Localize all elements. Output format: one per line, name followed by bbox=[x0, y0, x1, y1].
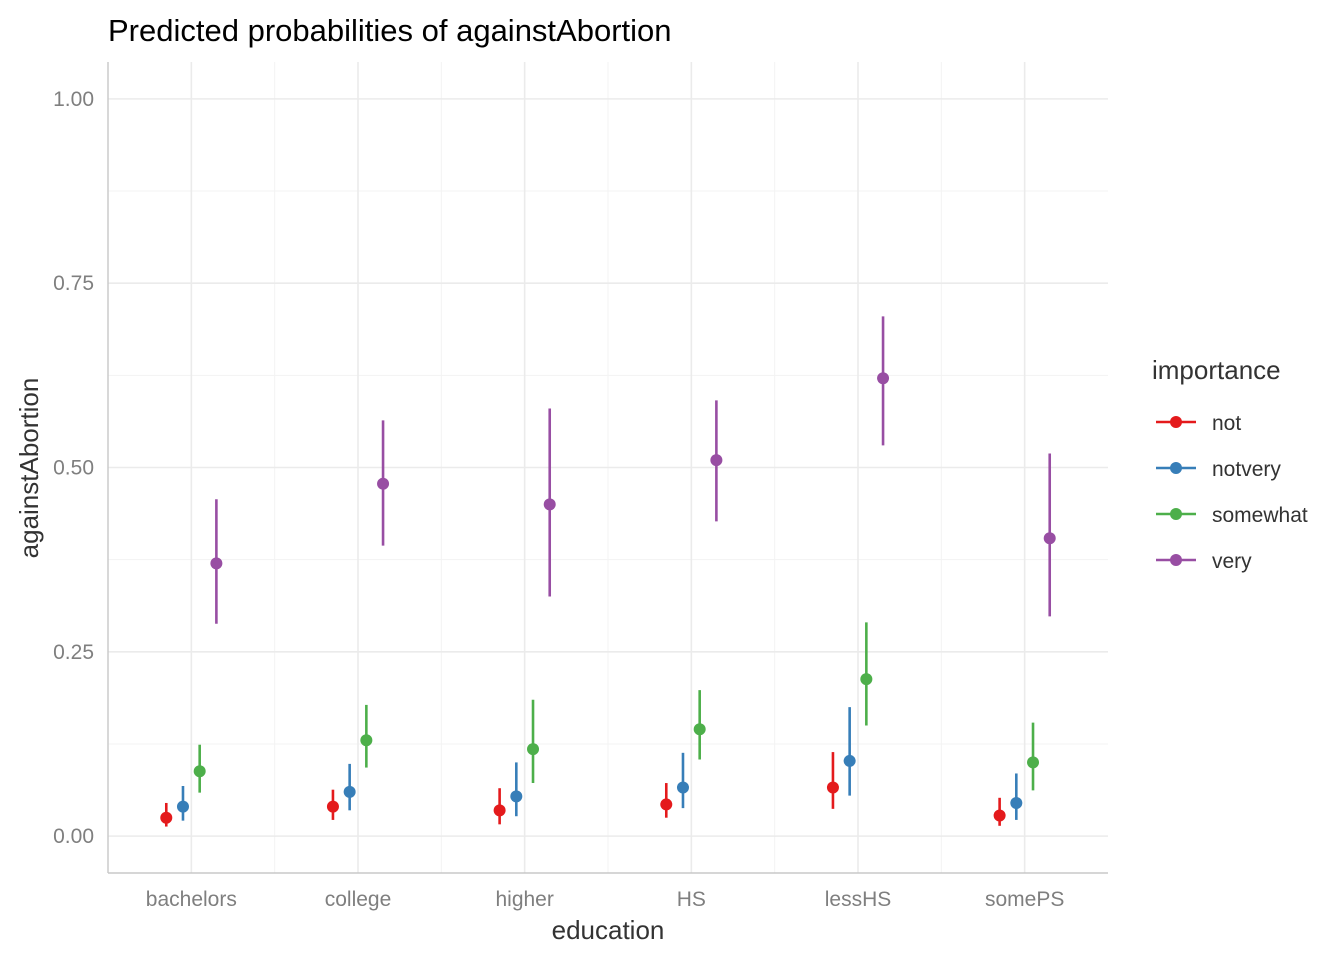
x-tick-label: HS bbox=[677, 888, 706, 911]
data-point bbox=[360, 734, 373, 747]
legend-item-notvery: notvery bbox=[1156, 458, 1281, 481]
data-point bbox=[493, 804, 506, 817]
data-point bbox=[193, 765, 206, 778]
data-point bbox=[877, 372, 890, 385]
data-point bbox=[693, 723, 706, 736]
data-point bbox=[676, 781, 689, 794]
marks-layer bbox=[160, 316, 1056, 827]
legend-label: notvery bbox=[1212, 458, 1281, 481]
data-point bbox=[843, 754, 856, 767]
y-axis-title: againstAbortion bbox=[14, 378, 44, 559]
legend-label: very bbox=[1212, 550, 1252, 573]
data-point bbox=[993, 809, 1006, 822]
y-tick-label: 0.50 bbox=[53, 457, 94, 480]
data-point bbox=[326, 800, 339, 813]
legend-item-somewhat: somewhat bbox=[1156, 504, 1308, 527]
y-tick-label: 0.00 bbox=[53, 825, 94, 848]
data-point bbox=[710, 454, 723, 467]
data-point bbox=[660, 798, 673, 811]
legend-label: somewhat bbox=[1212, 504, 1308, 527]
data-point bbox=[860, 673, 873, 686]
data-point bbox=[510, 790, 523, 803]
y-tick-label: 1.00 bbox=[53, 88, 94, 111]
data-point bbox=[160, 811, 173, 824]
data-point bbox=[1027, 756, 1040, 769]
legend-item-very: very bbox=[1156, 550, 1252, 573]
legend-label: not bbox=[1212, 412, 1241, 435]
data-point bbox=[176, 800, 189, 813]
legend-key-point bbox=[1170, 416, 1182, 428]
data-point bbox=[377, 477, 390, 490]
x-tick-label: somePS bbox=[985, 888, 1064, 911]
axis-layer: 0.00 0.25 0.50 0.75 1.00 bachelors college high… bbox=[53, 62, 1108, 911]
x-tick-label: college bbox=[325, 888, 392, 911]
y-tick-label: 0.75 bbox=[53, 272, 94, 295]
grid-layer bbox=[108, 62, 1108, 873]
x-tick-label: lessHS bbox=[825, 888, 892, 911]
data-point bbox=[527, 743, 540, 756]
legend: importance not notvery somewhat very bbox=[1152, 355, 1308, 573]
legend-title: importance bbox=[1152, 355, 1281, 385]
data-point bbox=[543, 498, 556, 511]
data-point bbox=[826, 781, 839, 794]
legend-key-point bbox=[1170, 508, 1182, 520]
data-point bbox=[210, 557, 223, 570]
data-point bbox=[1043, 532, 1056, 545]
series-very bbox=[210, 316, 1056, 624]
chart-title: Predicted probabilities of againstAborti… bbox=[108, 13, 672, 48]
y-tick-label: 0.25 bbox=[53, 641, 94, 664]
x-axis-title: education bbox=[552, 915, 665, 945]
series-not bbox=[160, 752, 1006, 827]
series-notvery bbox=[176, 707, 1023, 821]
legend-key-point bbox=[1170, 462, 1182, 474]
x-tick-label: higher bbox=[495, 888, 553, 911]
data-point bbox=[343, 785, 356, 798]
legend-key-point bbox=[1170, 554, 1182, 566]
series-somewhat bbox=[193, 622, 1040, 793]
data-point bbox=[1010, 796, 1023, 809]
x-tick-label: bachelors bbox=[146, 888, 237, 911]
legend-item-not: not bbox=[1156, 412, 1241, 435]
